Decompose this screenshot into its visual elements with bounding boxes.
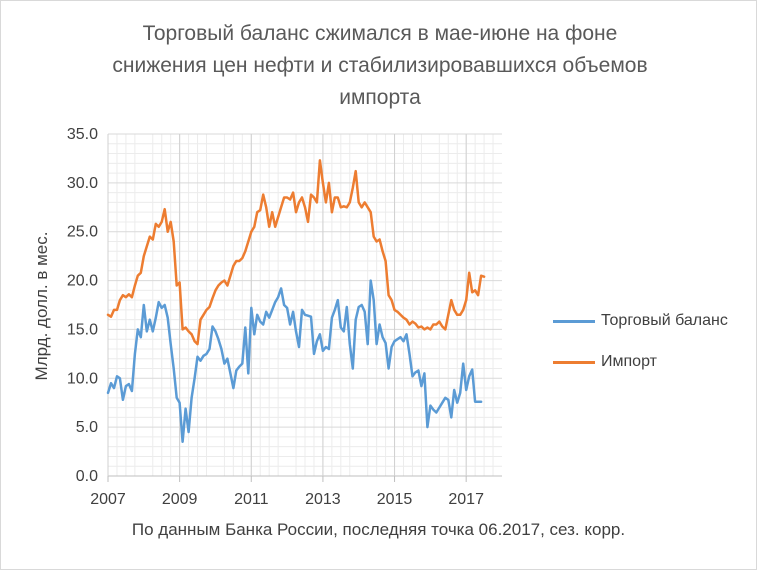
legend-label-trade-balance: Торговый баланс	[601, 312, 728, 329]
y-tick-label: 0.0	[76, 468, 98, 485]
x-tick-label: 2009	[162, 491, 198, 508]
y-tick-label: 35.0	[67, 126, 98, 143]
x-tick-label: 2015	[377, 491, 413, 508]
chart-title-line-2: снижения цен нефти и стабилизировавшихся…	[112, 54, 648, 77]
chart-title-line-1: Торговый баланс сжимался в мае-июне на ф…	[142, 22, 618, 45]
y-tick-label: 30.0	[67, 175, 98, 192]
y-tick-label: 5.0	[76, 419, 98, 436]
x-tick-label: 2013	[305, 491, 341, 508]
chart-title: Торговый баланс сжимался в мае-июне на ф…	[40, 18, 720, 114]
y-tick-label: 10.0	[67, 370, 98, 387]
legend-swatch-imports	[553, 360, 595, 364]
legend: Торговый баланс Импорт	[553, 310, 728, 392]
imports-line	[106, 159, 486, 346]
x-tick-label: 2017	[448, 491, 484, 508]
legend-item-imports: Импорт	[553, 351, 728, 373]
legend-swatch-trade-balance	[553, 319, 595, 323]
legend-item-trade-balance: Торговый баланс	[553, 310, 728, 332]
y-tick-label: 15.0	[67, 321, 98, 338]
x-tick-label: 2007	[90, 491, 126, 508]
x-tick-label: 2011	[234, 491, 269, 508]
y-tick-label: 20.0	[67, 273, 98, 290]
trade-balance-line	[106, 279, 483, 444]
chart-title-line-3: импорта	[339, 86, 421, 109]
legend-label-imports: Импорт	[601, 353, 657, 370]
y-tick-label: 25.0	[67, 224, 98, 241]
source-note: По данным Банка России, последняя точка …	[131, 520, 626, 539]
